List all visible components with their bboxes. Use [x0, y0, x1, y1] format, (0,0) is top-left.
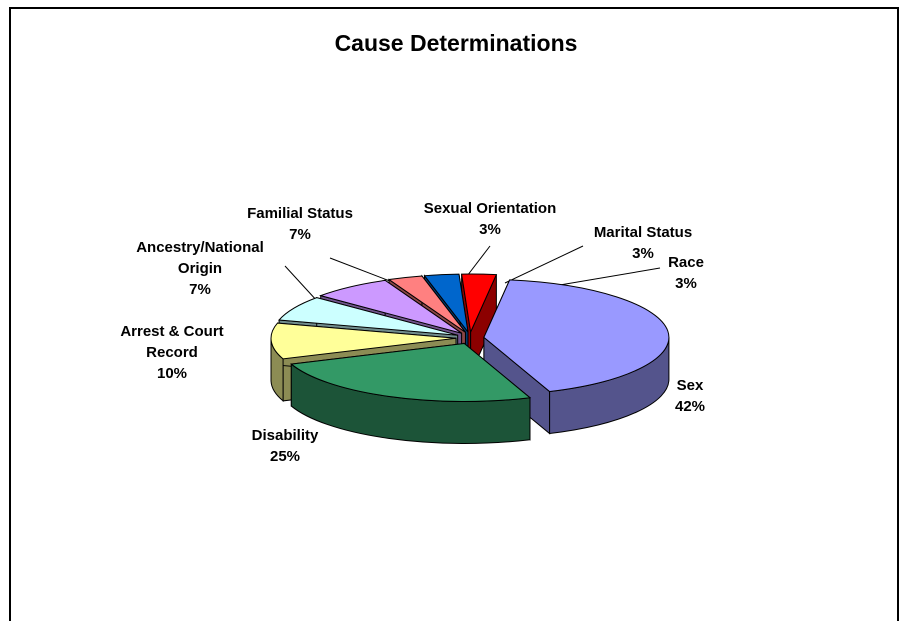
label-name: Arrest & Court Record	[120, 323, 224, 361]
label-value: 3%	[675, 275, 697, 292]
label-value: 7%	[289, 226, 311, 243]
pie	[270, 273, 670, 444]
slice-top	[423, 273, 469, 333]
leader-line	[329, 257, 396, 284]
leader-line	[547, 267, 661, 288]
slice-top	[270, 322, 457, 360]
data-label: Sex 42%	[660, 375, 720, 417]
label-name: Ancestry/National Origin	[136, 239, 264, 277]
label-name: Marital Status	[593, 224, 693, 241]
data-label: Marital Status 3%	[573, 222, 713, 264]
slice-top	[461, 273, 498, 334]
label-value: 10%	[156, 365, 188, 382]
slice-top	[387, 275, 466, 333]
data-label: Ancestry/National Origin 7%	[120, 237, 280, 300]
label-value: 25%	[269, 448, 301, 465]
label-value: 7%	[189, 281, 211, 298]
label-name: Race	[668, 254, 704, 271]
data-label: Arrest & Court Record 10%	[107, 321, 237, 384]
leader-lines	[284, 245, 661, 303]
slice-top	[290, 342, 532, 402]
data-label: Disability 25%	[230, 425, 340, 467]
slice-top	[319, 279, 462, 334]
data-label: Race 3%	[656, 252, 716, 294]
data-label: Sexual Orientation 3%	[400, 198, 580, 240]
label-value: 3%	[479, 221, 501, 238]
leader-line	[284, 265, 319, 303]
label-name: Familial Status	[247, 205, 353, 222]
label-name: Sexual Orientation	[423, 200, 557, 217]
slice	[483, 279, 670, 435]
label-name: Sex	[676, 377, 704, 394]
chart-frame	[9, 7, 899, 621]
slice	[290, 342, 532, 444]
data-label: Familial Status 7%	[235, 203, 365, 245]
slice-top	[483, 279, 670, 393]
label-value: 3%	[632, 245, 654, 262]
label-value: 42%	[674, 398, 706, 415]
slice-top	[278, 297, 458, 336]
label-name: Disability	[251, 427, 319, 444]
chart-title: Cause Determinations	[334, 30, 578, 56]
leader-line	[504, 245, 584, 284]
